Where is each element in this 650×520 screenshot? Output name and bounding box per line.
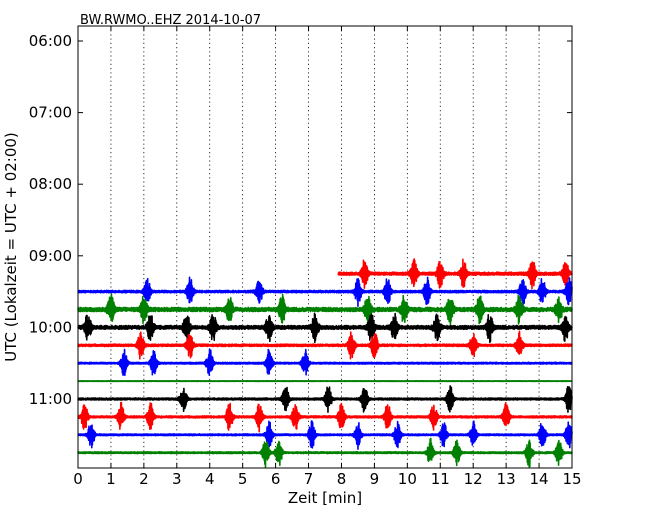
x-tick-label: 1	[106, 470, 116, 488]
y-tick-label: 10:00	[29, 318, 72, 336]
x-axis-label: Zeit [min]	[288, 489, 362, 507]
x-tick-label: 11	[431, 470, 450, 488]
x-tick-label: 9	[370, 470, 380, 488]
y-tick-label: 11:00	[29, 390, 72, 408]
trace-1130	[77, 420, 573, 450]
trace-1145	[77, 437, 573, 468]
trace-1000	[77, 312, 573, 344]
y-tick-label: 06:00	[29, 32, 72, 50]
x-tick-label: 2	[139, 470, 149, 488]
y-tick-label: 08:00	[29, 175, 72, 193]
x-tick-label: 3	[172, 470, 182, 488]
plot-frame	[77, 25, 573, 469]
chart-title: BW.RWMO..EHZ 2014-10-07	[80, 13, 261, 28]
x-tick-label: 5	[238, 470, 248, 488]
x-tick-label: 6	[271, 470, 281, 488]
x-tick-label: 10	[398, 470, 417, 488]
trace-1045	[77, 380, 573, 383]
y-tick-label: 07:00	[29, 104, 72, 122]
y-axis: 06:00 07:00 08:00 09:00 10:00 11:00	[29, 32, 572, 408]
x-tick-label: 0	[73, 470, 83, 488]
trace-1115	[77, 401, 573, 433]
trace-1015	[77, 330, 573, 360]
trace-1030	[77, 348, 573, 377]
y-tick-label: 09:00	[29, 247, 72, 265]
trace-1100	[77, 385, 573, 413]
traces	[77, 258, 573, 468]
x-tick-label: 4	[205, 470, 215, 488]
x-tick-label: 15	[562, 470, 581, 488]
x-tick-label: 7	[304, 470, 314, 488]
x-tick-label: 14	[530, 470, 549, 488]
trace-0915	[337, 258, 573, 290]
x-tick-label: 12	[464, 470, 483, 488]
trace-0945	[77, 293, 573, 326]
trace-0930	[77, 276, 573, 308]
x-tick-label: 8	[337, 470, 347, 488]
x-axis: 0 1 2 3 4 5 6 7 8 9 10 11 12 13 14 15	[73, 26, 582, 488]
y-axis-label: UTC (Lokalzeit = UTC + 02:00)	[2, 132, 20, 362]
x-tick-label: 13	[497, 470, 516, 488]
